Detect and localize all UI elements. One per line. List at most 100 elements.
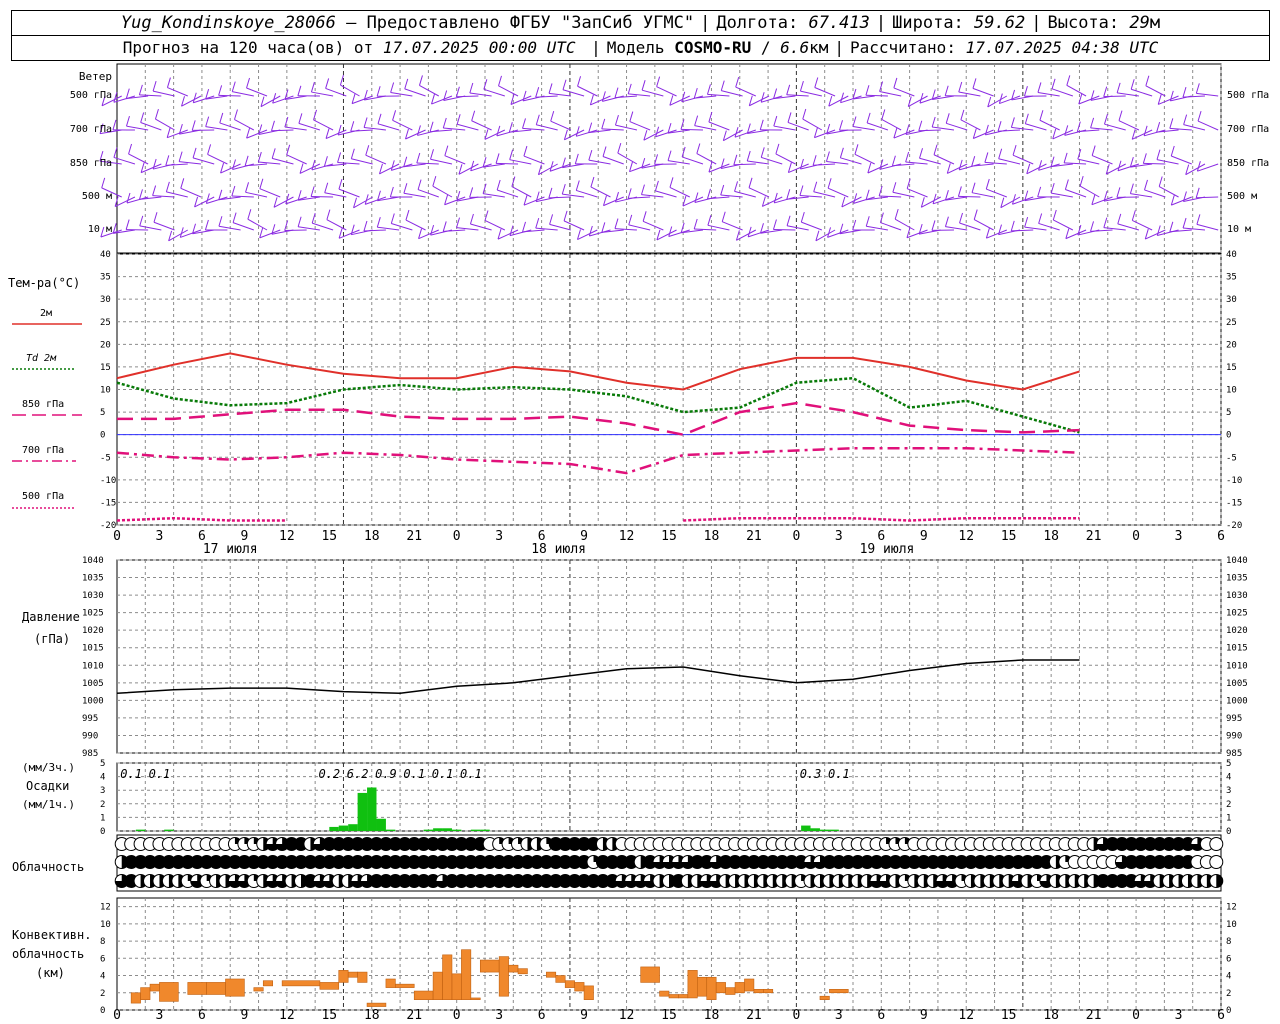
temp-ytick: 5 (1226, 408, 1231, 418)
wind-panel-title: Ветер (79, 70, 112, 83)
wind-barb-flag (192, 223, 196, 234)
altitude-value: 29 (1129, 13, 1150, 33)
conv-cloud-bar (819, 995, 830, 1000)
wind-barb-flag (694, 115, 699, 126)
wind-barb (643, 129, 664, 141)
wind-barb-flag (944, 190, 949, 201)
wind-barb (1051, 192, 1073, 198)
wind-barb (828, 95, 849, 107)
wind-barb (259, 229, 281, 239)
wind-barb (548, 196, 571, 199)
wind-barb (431, 95, 453, 105)
wind-barb (722, 221, 743, 231)
wind-barb-flag (893, 77, 898, 89)
wind-barb (192, 229, 215, 235)
wind-barb (113, 95, 136, 103)
wind-barb-flag (588, 149, 593, 161)
legend-td2m-label: Td 2м (26, 353, 57, 364)
wind-barb-flag (892, 182, 897, 193)
wind-barb (892, 191, 915, 198)
precip-bar (451, 829, 462, 831)
wind-barb (999, 95, 1021, 105)
hour-tick-label-bottom: 0 (113, 1008, 121, 1023)
wind-barb-flag (720, 184, 725, 196)
wind-barb (880, 222, 902, 231)
wind-barb-flag (865, 85, 870, 96)
wind-barb (247, 218, 268, 231)
wind-barb (853, 196, 875, 204)
wind-barb-flag (455, 86, 460, 97)
temp-ytick-l: 10 (100, 386, 111, 396)
wind-barb (430, 129, 453, 133)
wind-barb-flag (773, 88, 778, 99)
wind-barb-flag (931, 89, 936, 100)
wind-barb-flag (456, 217, 460, 228)
wind-barb (945, 196, 968, 201)
wind-barb-flag (997, 121, 1002, 132)
wind-barb-flag (549, 214, 554, 225)
wind-barb-flag (458, 164, 463, 175)
wind-barb-flag (178, 151, 183, 162)
wind-barb-flag (100, 226, 105, 238)
wind-barb-flag (627, 188, 632, 199)
conv-cloud-bar (451, 973, 462, 1000)
wind-barb-flag (483, 79, 488, 90)
wind-barb (1144, 189, 1166, 198)
wind-barb-flag (471, 110, 476, 121)
wind-barb-flag (404, 78, 409, 90)
pressure-ytick-r: 990 (1226, 731, 1242, 741)
wind-barb-flag (1038, 213, 1043, 224)
wind-barb-flag (549, 161, 554, 172)
pressure-ytick-r: 1005 (1226, 679, 1248, 689)
hour-tick-label: 12 (619, 529, 635, 544)
wind-barb (723, 129, 743, 142)
wind-barb-flag (1066, 75, 1071, 86)
precip-bar (829, 829, 839, 831)
wind-barb (194, 196, 215, 208)
hour-tick-label: 6 (877, 529, 885, 544)
wind-barb (392, 119, 413, 131)
wind-barb (1025, 123, 1047, 131)
precip-ytick-l: 1 (100, 813, 105, 823)
wind-barb-flag (984, 152, 989, 163)
wind-barb (403, 192, 426, 198)
wind-barb (379, 163, 400, 175)
wind-barb-flag (722, 130, 727, 141)
wind-barb (313, 119, 334, 131)
pressure-ytick-r: 1010 (1226, 661, 1248, 671)
wind-level-label-l: 850 гПа (70, 158, 112, 169)
wind-barb (1171, 155, 1192, 165)
wind-barb-flag (112, 119, 117, 131)
wind-barb-flag (799, 158, 804, 170)
wind-barb (945, 226, 968, 231)
provider-text: Предоставлено ФГБУ "ЗапСиб УГМС" (366, 13, 695, 33)
wind-barb-flag (313, 109, 318, 121)
wind-barb (284, 95, 307, 101)
wind-barb-flag (656, 76, 661, 87)
wind-barb (273, 196, 294, 208)
precip-panel-frame (116, 762, 1222, 832)
wind-barb-flag (906, 227, 911, 238)
wind-barb (1143, 162, 1166, 165)
wind-barb (246, 129, 268, 139)
wind-barb (747, 229, 770, 238)
pressure-ytick-l: 985 (82, 749, 98, 759)
wind-barb-flag (1051, 78, 1056, 89)
wind-barb (1024, 196, 1047, 202)
hour-tick-label-bottom: 3 (1175, 1008, 1183, 1023)
wind-barb (1065, 189, 1087, 198)
wind-barb (775, 153, 796, 165)
pressure-ytick-r: 1035 (1226, 574, 1248, 584)
wind-barb (1132, 219, 1153, 231)
wind-barb-flag (1010, 117, 1015, 128)
wind-barb-flag (456, 191, 461, 202)
wind-barb-flag (271, 224, 276, 235)
wind-barb-flag (1050, 156, 1055, 167)
wind-barb-flag (99, 123, 104, 134)
conv-cloud-bar (366, 1002, 387, 1007)
wind-barb-flag (813, 127, 818, 138)
wind-barb-flag (363, 89, 368, 101)
wind-barb-flag (827, 178, 832, 189)
wind-barb (496, 129, 519, 137)
wind-barb-flag (469, 187, 474, 198)
